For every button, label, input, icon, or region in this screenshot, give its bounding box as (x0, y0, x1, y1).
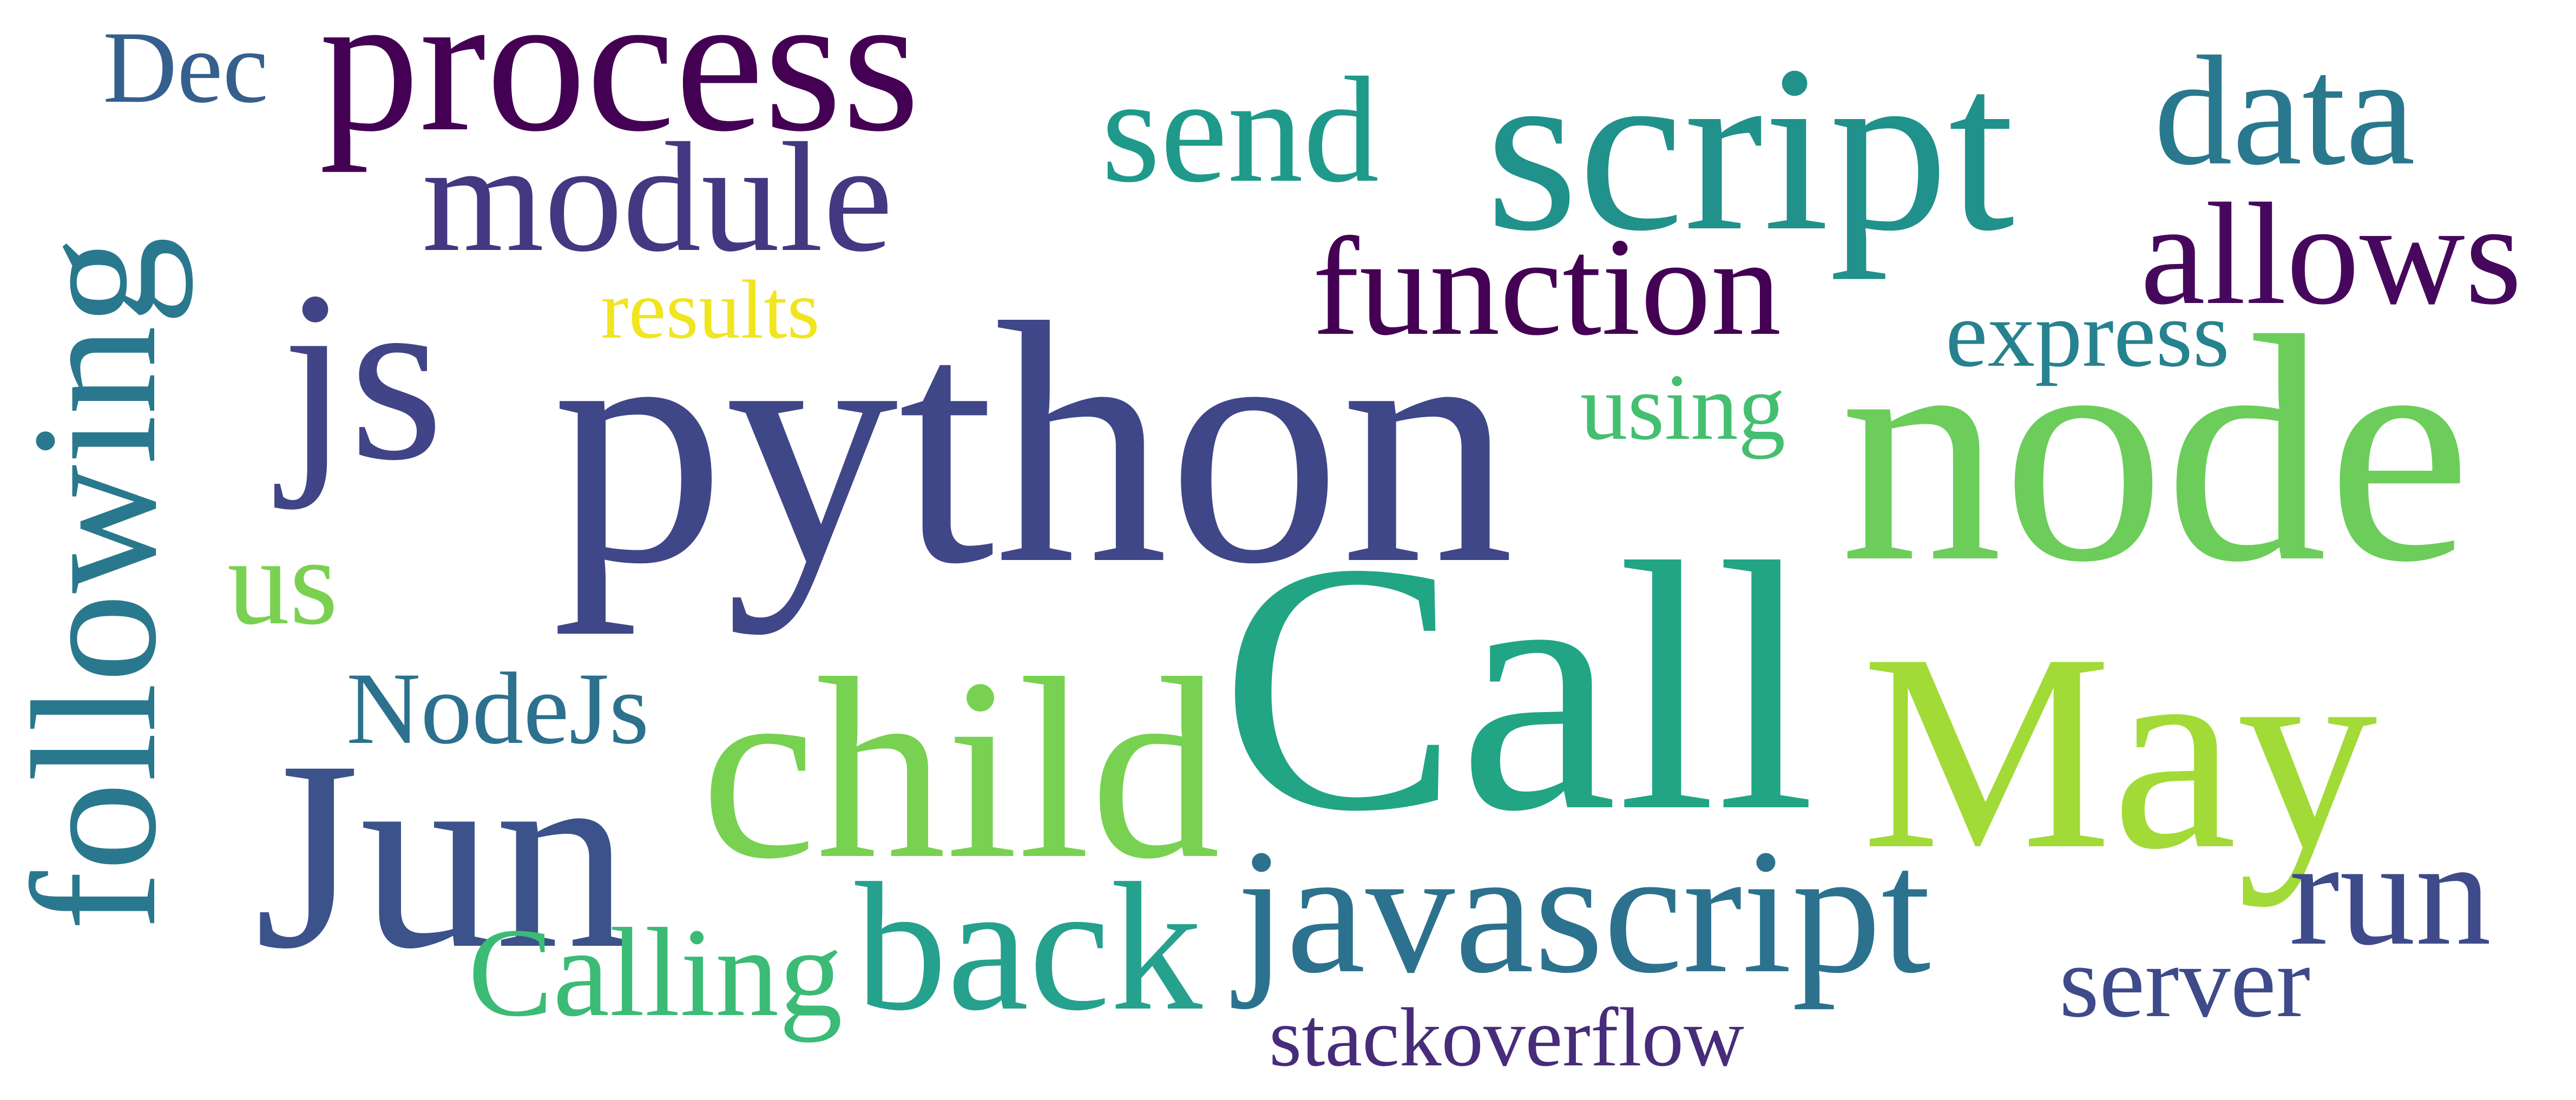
word-results: results (601, 263, 820, 356)
word-server: server (2059, 925, 2311, 1039)
word-nodejs: NodeJs (346, 652, 649, 766)
word-back: back (855, 845, 1202, 1049)
word-call: Call (1220, 489, 1816, 885)
word-send: send (1101, 45, 1379, 214)
word-stackoverflow: stackoverflow (1269, 991, 1745, 1084)
word-express: express (1946, 281, 2230, 386)
word-following: following (0, 236, 193, 931)
word-module: module (422, 110, 893, 284)
word-function: function (1312, 209, 1782, 365)
word-child: child (701, 624, 1220, 912)
word-may: May (1862, 596, 2378, 907)
word-using: using (1580, 354, 1786, 459)
word-js: js (281, 241, 444, 511)
word-script: script (1486, 17, 2015, 280)
word-node: node (1840, 269, 2472, 629)
word-dec: Dec (103, 11, 268, 124)
word-calling: Calling (468, 902, 843, 1043)
word-jun: Jun (254, 705, 630, 1005)
word-run: run (2289, 808, 2492, 977)
word-allows: allows (2140, 173, 2522, 335)
word-data: data (2154, 24, 2416, 197)
word-javascript: javascript (1237, 813, 1931, 1010)
word-python: python (552, 252, 1514, 635)
word-us: us (227, 512, 338, 650)
word-process: process (319, 0, 920, 173)
